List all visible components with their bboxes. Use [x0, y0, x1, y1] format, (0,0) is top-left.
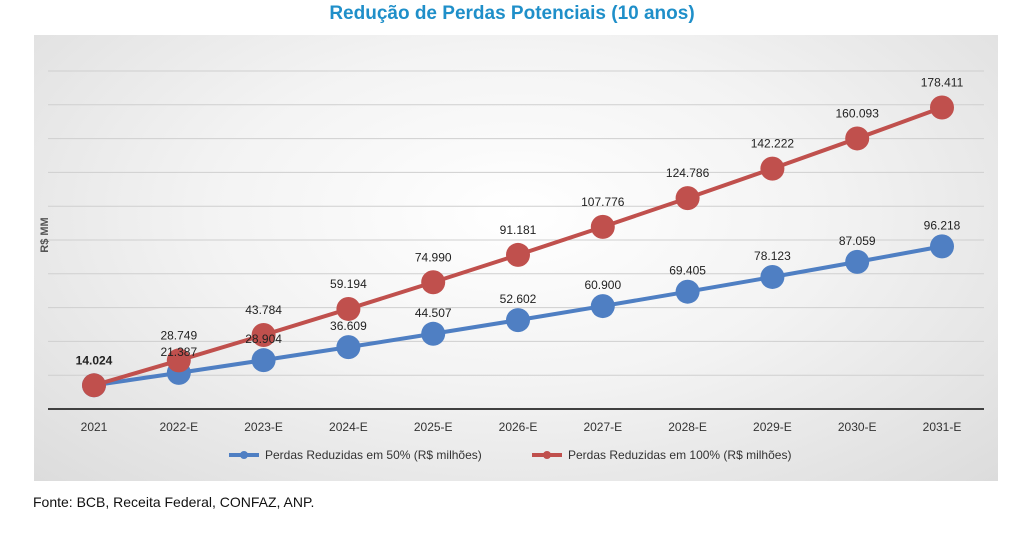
data-point [930, 95, 954, 120]
data-point [845, 249, 870, 274]
legend-swatch-marker [543, 451, 551, 459]
x-tick-labels: 2021 2022-E 2023-E 2024-E 2025-E 2026-E 2027-E… [81, 420, 962, 434]
data-point [82, 373, 106, 398]
data-label: 28.904 [245, 332, 282, 346]
x-tick-label: 2026-E [499, 420, 538, 434]
data-label: 28.749 [160, 328, 197, 342]
data-label: 160.093 [836, 106, 880, 120]
data-label: 78.123 [754, 249, 791, 263]
data-label: 91.181 [500, 223, 537, 237]
x-tick-label: 2027-E [583, 420, 622, 434]
data-point [675, 279, 700, 304]
data-label: 52.602 [500, 292, 537, 306]
data-point [421, 321, 446, 346]
legend-swatch-marker [240, 451, 248, 459]
data-point [930, 234, 954, 259]
chart-panel: R$ MM 21.387 28.904 36.609 44.507 52.602 60.9… [34, 35, 998, 481]
legend-label: Perdas Reduzidas em 50% (R$ milhões) [265, 448, 482, 462]
page-title: Redução de Perdas Potenciais (10 anos) [329, 3, 695, 24]
gridlines [48, 70, 984, 410]
data-point [251, 323, 276, 348]
legend-label: Perdas Reduzidas em 100% (R$ milhões) [568, 448, 791, 462]
data-point [760, 264, 785, 289]
data-label: 69.405 [669, 264, 706, 278]
data-label: 43.784 [245, 303, 282, 317]
data-point [590, 294, 615, 319]
x-tick-label: 2030-E [838, 420, 877, 434]
x-tick-label: 2025-E [414, 420, 453, 434]
line-chart: R$ MM 21.387 28.904 36.609 44.507 52.602 60.9… [39, 70, 984, 462]
source-note: Fonte: BCB, Receita Federal, CONFAZ, ANP… [33, 494, 315, 510]
data-label: 60.900 [584, 278, 621, 292]
x-tick-label: 2022-E [159, 420, 198, 434]
series-points [82, 95, 954, 398]
data-labels: 21.387 28.904 36.609 44.507 52.602 60.900 69.4… [76, 75, 964, 367]
data-label: 107.776 [581, 195, 625, 209]
data-point [251, 348, 276, 373]
x-tick-label: 2024-E [329, 420, 368, 434]
data-label: 96.218 [924, 218, 961, 232]
data-point [166, 348, 191, 373]
data-point [845, 126, 870, 151]
data-point [506, 308, 530, 333]
data-label: 44.507 [415, 306, 452, 320]
x-tick-label: 2029-E [753, 420, 792, 434]
data-point [675, 186, 700, 211]
data-label: 124.786 [666, 166, 710, 180]
x-tick-label: 2028-E [668, 420, 707, 434]
data-point [590, 214, 615, 239]
x-tick-label: 2031-E [923, 420, 962, 434]
data-label: 74.990 [415, 250, 452, 264]
data-point [421, 270, 446, 295]
data-point [506, 242, 530, 267]
legend: Perdas Reduzidas em 50% (R$ milhões) Perd… [229, 448, 791, 462]
y-axis-label: R$ MM [39, 217, 51, 252]
data-point [336, 335, 361, 360]
data-label: 21.387 [160, 345, 197, 359]
x-tick-label: 2021 [81, 420, 108, 434]
data-point [760, 156, 785, 181]
data-label: 59.194 [330, 277, 367, 291]
data-label: 36.609 [330, 319, 367, 333]
data-label: 87.059 [839, 234, 876, 248]
data-label: 142.222 [751, 137, 795, 151]
data-label: 178.411 [921, 75, 964, 89]
data-label: 14.024 [76, 353, 113, 367]
x-tick-label: 2023-E [244, 420, 283, 434]
data-point [336, 296, 361, 321]
